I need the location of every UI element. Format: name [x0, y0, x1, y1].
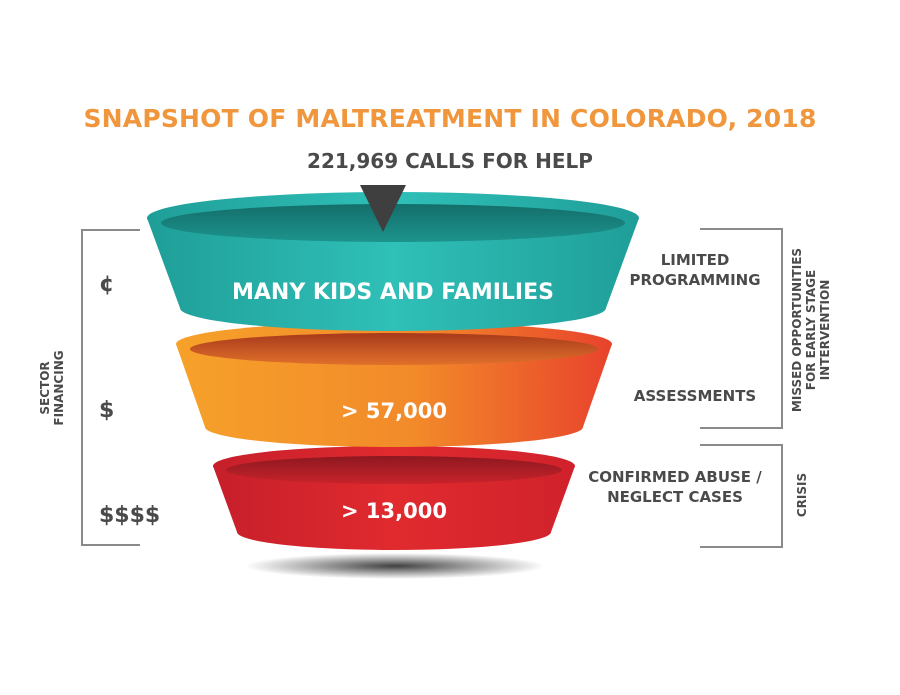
side-label-confirmed-cases: CONFIRMED ABUSE / NEGLECT CASES [588, 468, 762, 506]
side-label-assessments: ASSESSMENTS [633, 387, 757, 405]
tier-2-label: > 57,000 [341, 399, 447, 423]
funnel-tier-assessments [176, 322, 612, 447]
financing-cents: ¢ [99, 272, 115, 297]
funnel-tier-many-kids [147, 192, 639, 331]
page-title: SNAPSHOT OF MALTREATMENT IN COLORADO, 20… [83, 104, 817, 133]
financing-dollar: $ [99, 398, 115, 423]
left-bracket [81, 229, 140, 546]
funnel-tier-confirmed-cases [213, 446, 575, 550]
right-bracket-bottom [700, 444, 783, 548]
right-bracket-top [700, 228, 783, 429]
crisis-label: CRISIS [795, 472, 809, 518]
tier-1-label: MANY KIDS AND FAMILIES [232, 280, 554, 305]
financing-many-dollars: $$$$ [99, 503, 161, 528]
side-label-limited-programming: LIMITED PROGRAMMING [629, 251, 761, 289]
calls-arrow-icon [360, 185, 406, 232]
missed-opportunities-label: MISSED OPPORTUNITIES FOR EARLY STAGE INT… [790, 247, 832, 413]
tier-3-label: > 13,000 [341, 499, 447, 523]
sector-financing-label: SECTOR FINANCING [38, 350, 66, 426]
calls-for-help-label: 221,969 CALLS FOR HELP [307, 149, 593, 173]
funnel-shadow [245, 553, 545, 579]
